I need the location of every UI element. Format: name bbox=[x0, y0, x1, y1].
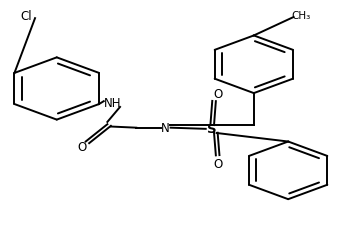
Text: O: O bbox=[213, 157, 222, 170]
Text: Cl: Cl bbox=[20, 10, 32, 23]
Text: NH: NH bbox=[104, 96, 122, 109]
Text: O: O bbox=[77, 140, 87, 153]
Text: O: O bbox=[213, 87, 222, 100]
Text: N: N bbox=[161, 122, 170, 135]
Text: S: S bbox=[207, 123, 217, 136]
Text: CH₃: CH₃ bbox=[291, 11, 310, 21]
